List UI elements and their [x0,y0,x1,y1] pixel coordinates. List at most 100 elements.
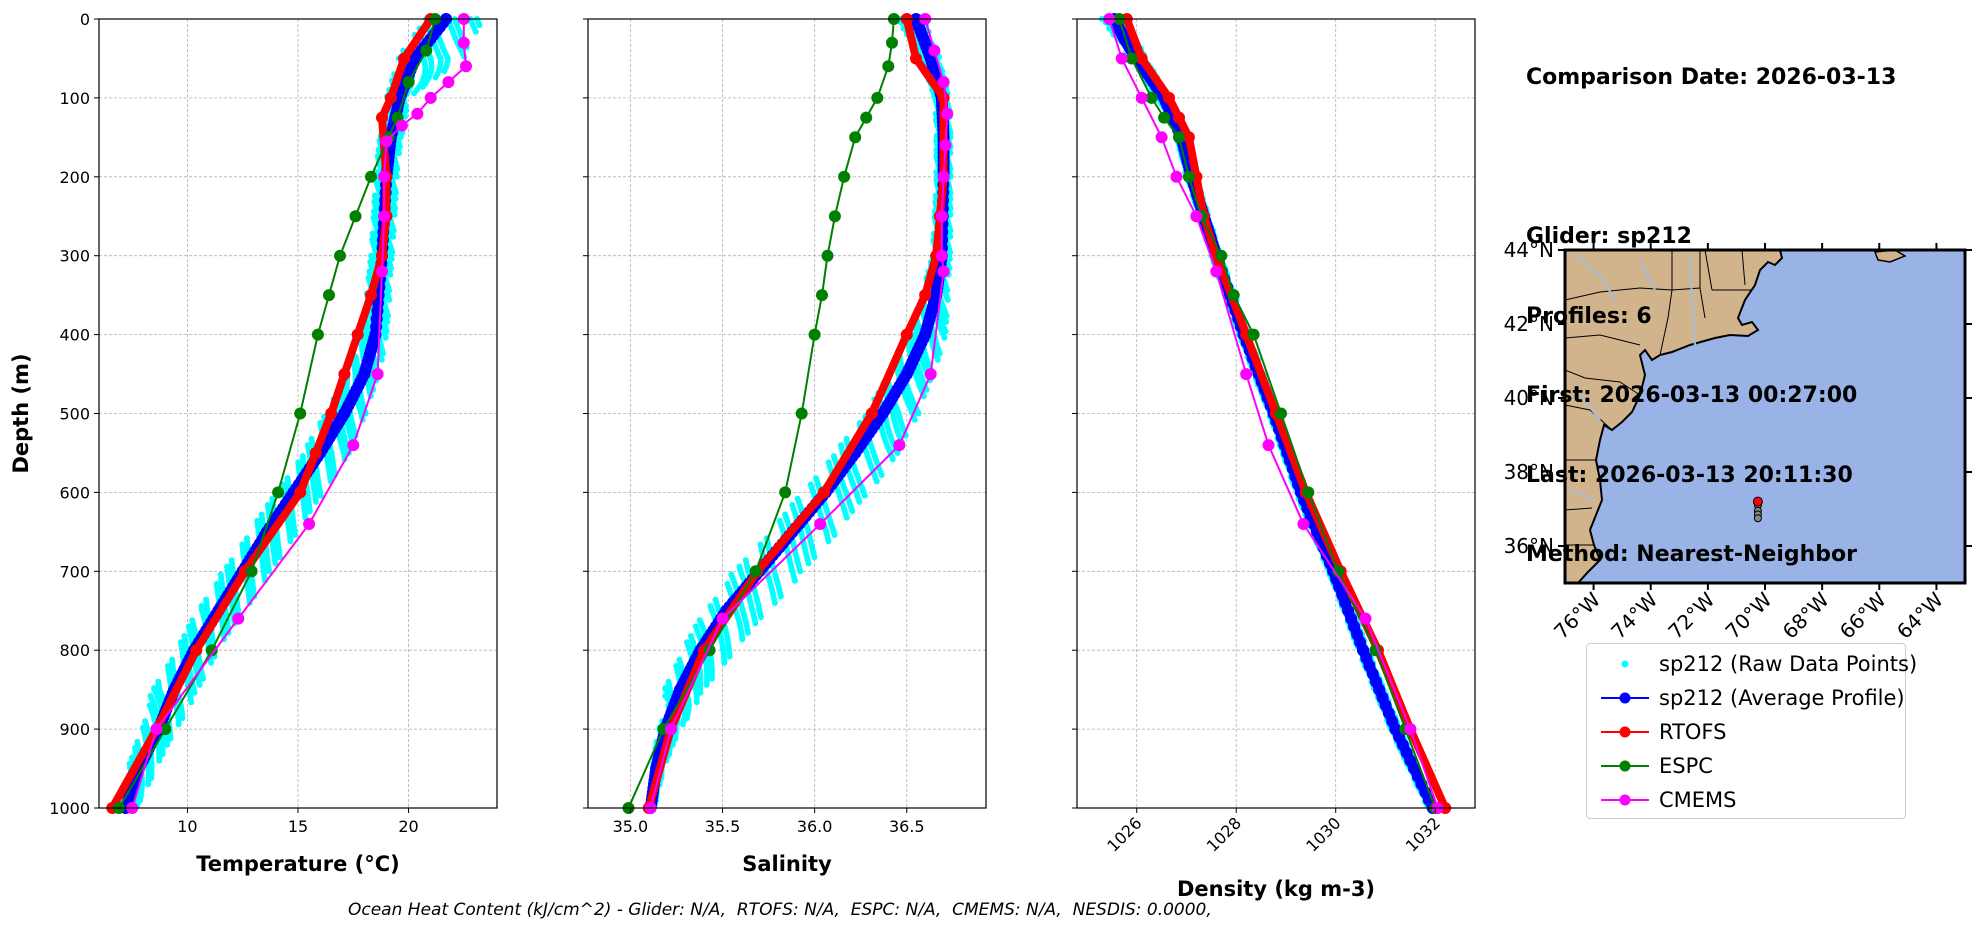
marker-cmems [939,139,952,152]
raw-data-point [944,296,951,303]
marker-cmems [378,210,391,223]
marker-rtofs [865,407,878,420]
marker-cmems [935,249,948,262]
x-tick-label: 36.5 [889,817,925,836]
raw-data-point [472,28,479,35]
raw-data-point [758,614,764,621]
marker-cmems [424,91,437,104]
marker-espc [808,328,821,341]
marker-cmems [395,119,408,132]
raw-data-point [402,113,408,120]
x-tick-label: 36.0 [797,817,833,836]
raw-data-point [825,538,832,545]
raw-data-point [200,675,207,682]
raw-data-point [831,532,838,538]
marker-espc [365,170,377,183]
marker-cmems [150,723,163,736]
y-axis-label: Depth (m) [9,353,33,473]
raw-data-point [196,681,203,688]
marker-espc [860,111,873,124]
raw-data-point [739,636,746,643]
marker-cmems [457,36,470,49]
raw-data-point [934,356,941,363]
marker-espc [334,249,346,262]
marker-espc [838,170,851,183]
marker-cmems [664,723,677,736]
x-axis-label: Salinity [742,852,832,876]
marker-cmems [941,107,954,120]
raw-data-point [411,90,418,97]
raw-data-point [797,568,804,575]
y-tick-label: 0 [80,10,90,29]
marker-cmems [937,265,950,278]
raw-data-point [208,659,215,666]
raw-data-point [276,554,283,561]
raw-data-point [861,492,868,499]
x-tick-label: 10 [177,817,197,836]
marker-espc [886,36,898,49]
marker-rtofs [365,289,377,302]
raw-data-point [811,554,818,561]
marker-cmems [893,439,906,452]
marker-cmems [937,170,950,183]
marker-rtofs [900,328,913,341]
raw-data-point [188,699,195,706]
marker-rtofs [919,289,932,302]
raw-data-point [889,456,896,463]
raw-data-point [708,675,715,682]
y-tick-label: 1000 [49,799,90,818]
marker-rtofs [910,52,922,65]
raw-data-point [432,74,439,81]
raw-data-point [164,741,171,748]
raw-data-point [266,568,272,575]
marker-rtofs [937,91,950,104]
marker-espc [294,407,307,420]
y-tick-label: 400 [59,326,90,345]
marker-rtofs [338,368,351,381]
raw-data-point [441,68,448,75]
y-tick-label: 700 [59,562,90,581]
marker-espc [205,644,218,657]
raw-data-point [191,689,198,696]
marker-cmems [378,170,391,183]
raw-data-point [771,599,778,606]
raw-data-point [391,211,398,218]
marker-rtofs [351,328,364,341]
raw-data-point [390,233,397,240]
marker-cmems [303,518,316,530]
marker-cmems [928,44,941,57]
y-tick-label: 600 [59,483,90,502]
marker-cmems [716,612,729,625]
salinity-panel: 35.0 35.5 36.0 36.5 Salinity [583,13,987,876]
raw-data-point [382,334,389,341]
raw-data-point [175,721,182,728]
series-espc [112,13,442,814]
raw-data-point [911,416,918,423]
marker-espc [821,249,834,262]
marker-espc [323,289,335,302]
marker-espc [311,328,324,341]
marker-rtofs [325,407,338,420]
x-tick-label: 35.0 [613,817,649,836]
raw-data-point [873,478,880,485]
marker-espc [849,131,862,144]
marker-cmems [232,612,245,625]
raw-data-point [752,620,759,627]
marker-cmems [371,368,384,381]
raw-data-point [387,271,394,278]
raw-data-point [791,577,798,584]
marker-espc [420,44,433,57]
marker-espc [402,76,415,89]
raw-data-point [287,538,294,545]
raw-data-point [378,356,385,363]
marker-espc [828,210,841,223]
x-axis-label: Temperature (°C) [196,852,399,876]
marker-rtofs [384,91,397,104]
raw-data-point [419,83,426,90]
x-tick-label: 35.5 [705,817,741,836]
marker-rtofs [309,447,322,459]
marker-rtofs [294,486,307,499]
marker-espc [159,723,172,736]
